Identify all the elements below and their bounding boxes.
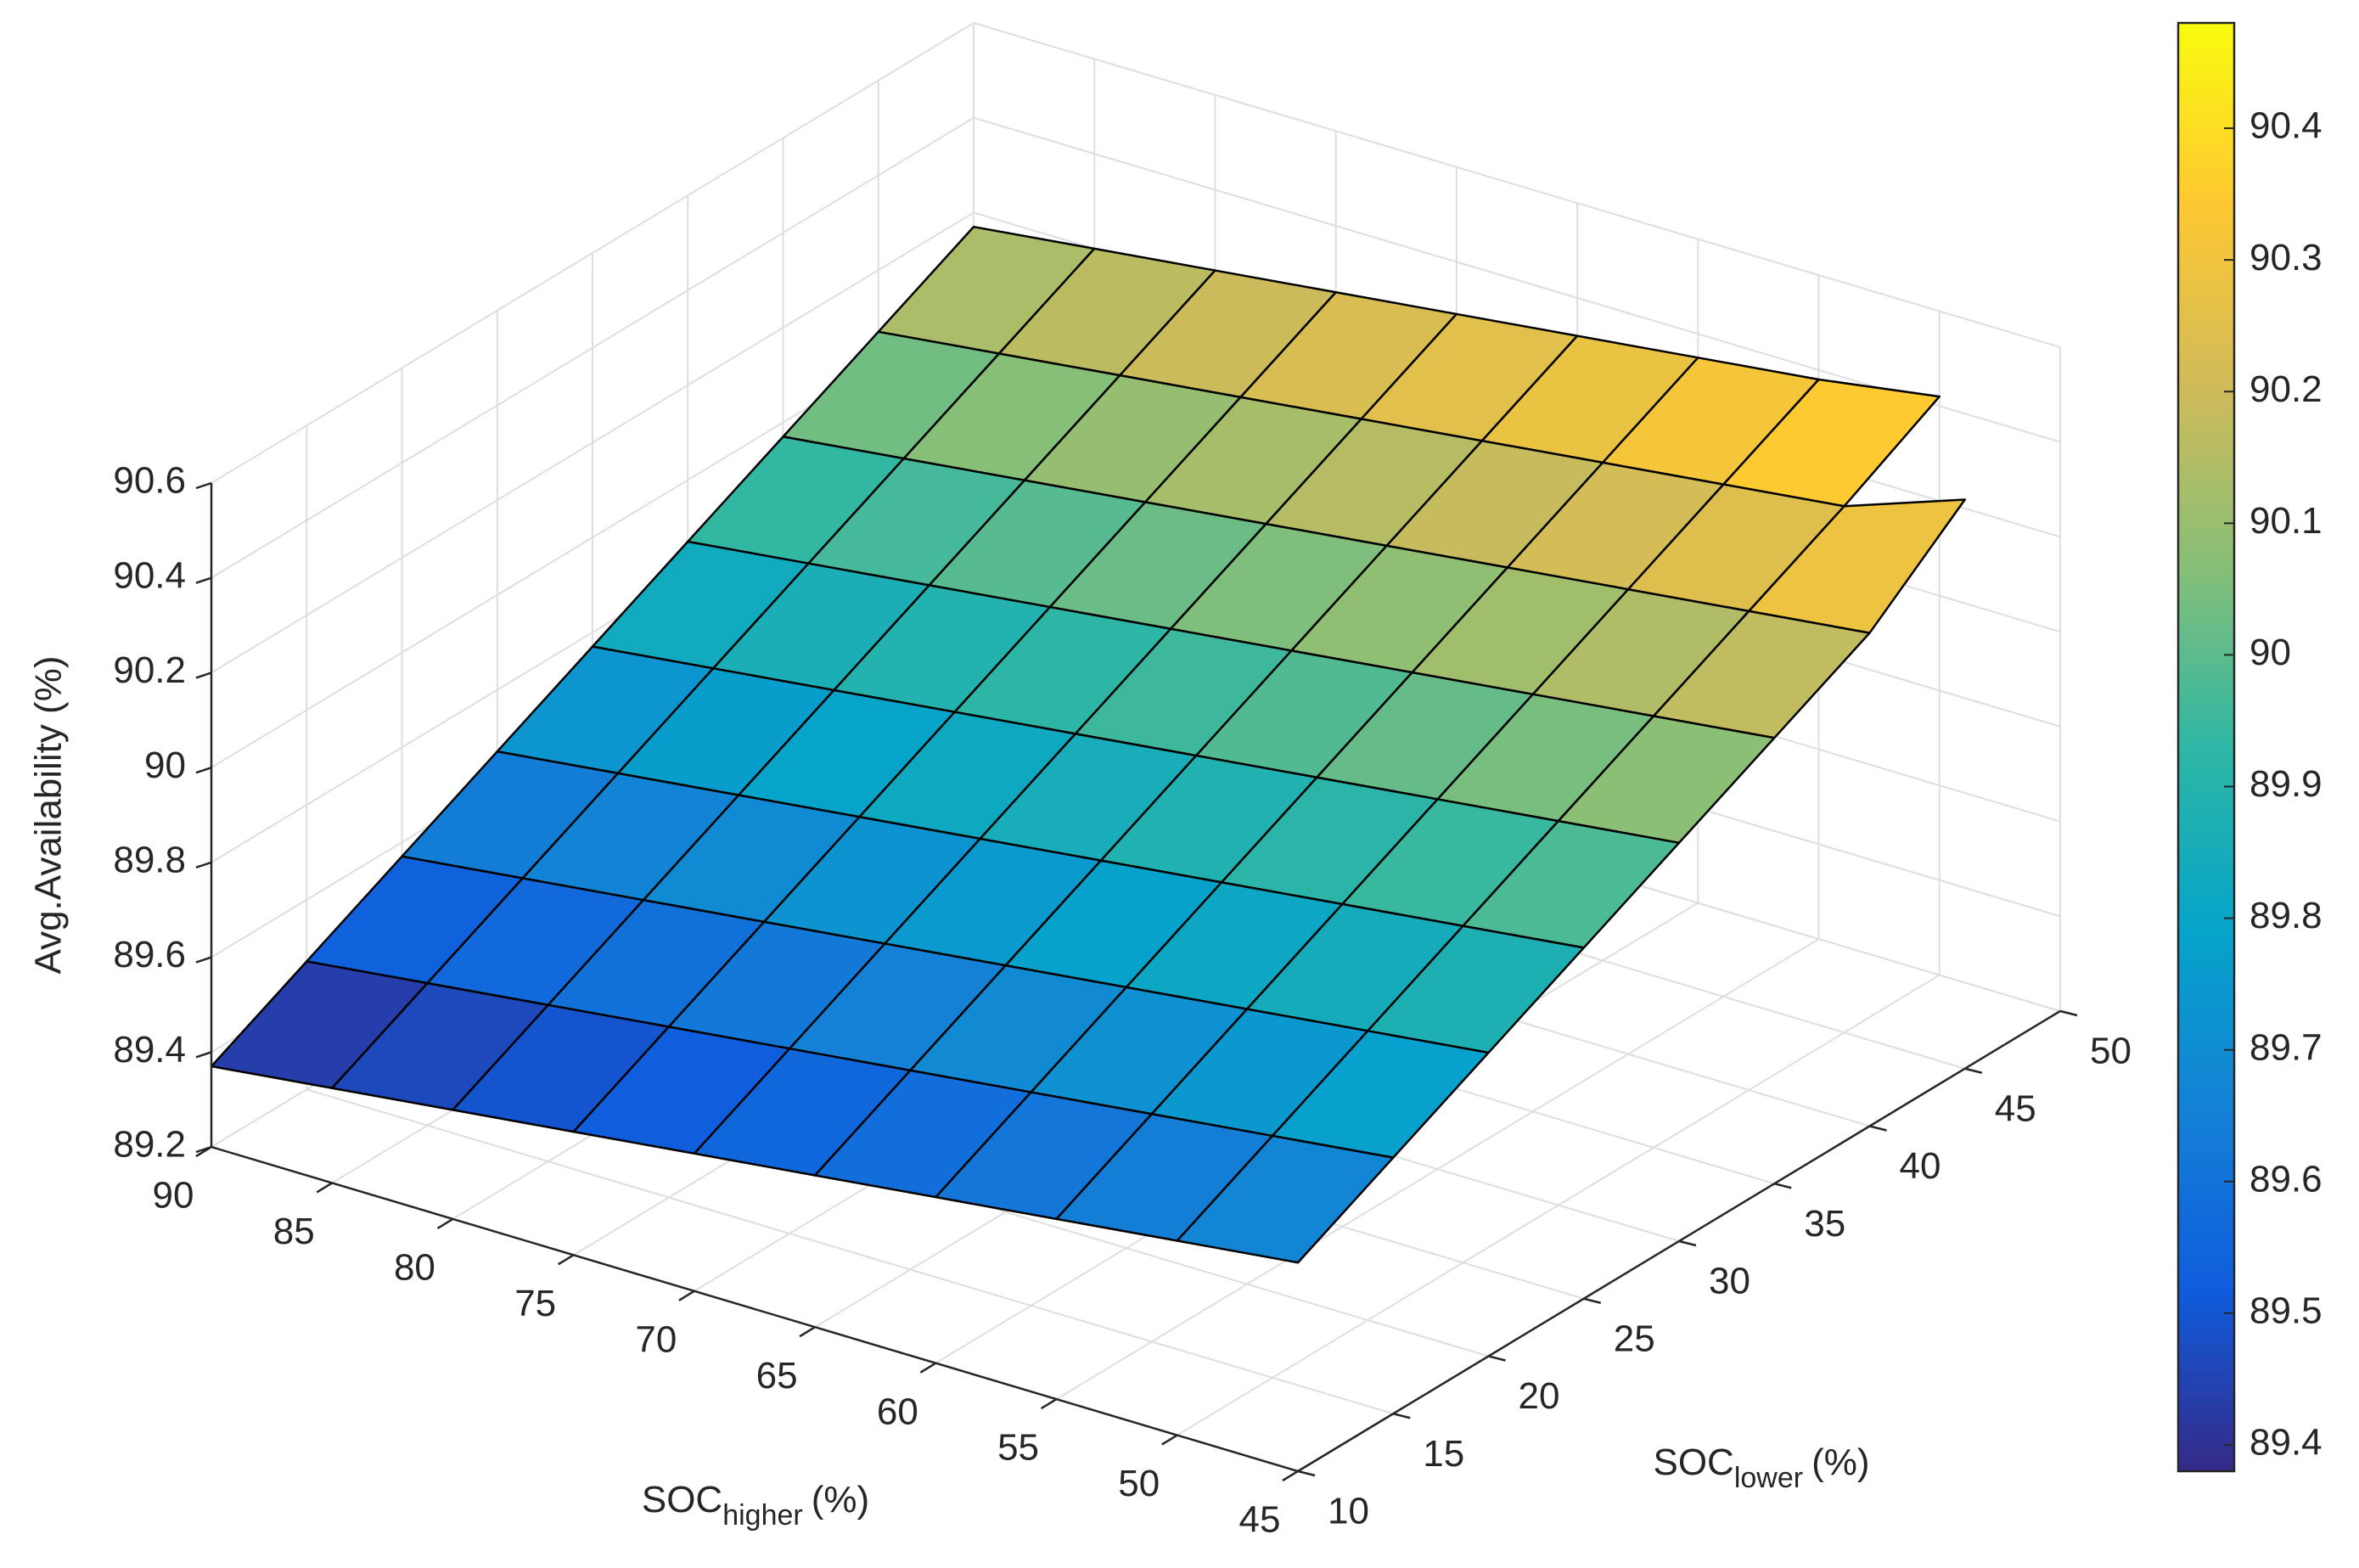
x-tick-label: 55 — [997, 1427, 1039, 1469]
x-tick-label: 60 — [877, 1391, 918, 1432]
y-tick-label: 25 — [1614, 1318, 1655, 1359]
x-tick — [799, 1326, 816, 1338]
x-tick-label: 90 — [153, 1175, 194, 1217]
z-tick — [195, 861, 212, 869]
colorbar-tick-label: 89.9 — [2249, 763, 2322, 805]
y-tick — [1583, 1297, 1602, 1304]
grid-line — [211, 211, 974, 674]
x-tick — [316, 1182, 333, 1194]
y-label-sub: lower — [1734, 1462, 1803, 1494]
y-tick — [1392, 1413, 1411, 1419]
colorbar-tick-label: 90.4 — [2249, 105, 2322, 147]
x-tick — [1161, 1434, 1178, 1446]
colorbar-tick-label: 90.2 — [2249, 368, 2322, 410]
x-label-unit: (%) — [812, 1479, 869, 1520]
z-tick — [195, 576, 212, 584]
y-tick — [1297, 1470, 1316, 1477]
surface — [210, 225, 1966, 1264]
x-tick-label: 75 — [514, 1283, 556, 1324]
x-label-base: SOC — [642, 1479, 722, 1520]
x-tick — [436, 1217, 454, 1229]
x-tick — [1282, 1470, 1299, 1482]
x-label-sub: higher — [722, 1499, 803, 1531]
x-tick — [919, 1362, 936, 1374]
grid-line — [211, 22, 974, 484]
axes: 89.2 89.4 89.6 89.8 90 90.2 90.4 90.6 45 50 55 60 65… — [113, 460, 2132, 1541]
x-tick — [558, 1254, 575, 1266]
colorbar-fill — [2176, 21, 2236, 1473]
colorbar-tick-label: 89.7 — [2249, 1026, 2322, 1068]
x-tick-label: 70 — [635, 1318, 677, 1360]
y-tick — [1964, 1067, 1983, 1074]
z-tick — [195, 1051, 212, 1059]
colorbar-tick-label: 90.3 — [2249, 237, 2322, 278]
z-tick-label: 89.8 — [113, 839, 186, 880]
z-tick — [195, 481, 212, 490]
z-tick-label: 89.4 — [113, 1029, 186, 1071]
y-label-unit: (%) — [1811, 1442, 1869, 1483]
colorbar-tick-label: 89.8 — [2249, 895, 2322, 936]
colorbar-tick-label: 90.1 — [2249, 500, 2322, 542]
z-tick — [195, 956, 212, 964]
y-tick-label: 30 — [1709, 1261, 1750, 1302]
z-tick-label: 89.2 — [113, 1124, 186, 1166]
colorbar-tick-label: 90 — [2249, 632, 2291, 673]
y-label-base: SOC — [1653, 1442, 1733, 1483]
y-tick — [2059, 1009, 2078, 1017]
x-tick — [195, 1145, 212, 1158]
x-axis-label: SOChigher (%) — [642, 1479, 869, 1531]
colorbar-tick-label: 89.6 — [2249, 1158, 2322, 1200]
grid-line — [973, 22, 2061, 348]
x-tick-label: 65 — [756, 1355, 798, 1397]
y-tick-label: 35 — [1804, 1203, 1845, 1245]
x-tick-label: 50 — [1118, 1463, 1160, 1504]
colorbar-tick-label: 89.5 — [2249, 1290, 2322, 1332]
x-tick-label: 45 — [1239, 1499, 1281, 1541]
y-tick-label: 20 — [1519, 1375, 1560, 1417]
colorbar: 89.4 89.5 89.6 89.7 89.8 89.9 90 90.1 90.2 90.3 90… — [2176, 21, 2322, 1473]
z-axis-label: Avg.Availability (%) — [28, 656, 70, 975]
grid-line — [211, 116, 974, 579]
y-tick-label: 50 — [2090, 1031, 2132, 1072]
z-tick-label: 90.4 — [113, 554, 186, 596]
y-tick-label: 40 — [1900, 1145, 1941, 1187]
y-tick — [1488, 1355, 1506, 1362]
x-tick-label: 85 — [273, 1211, 315, 1252]
z-tick — [195, 766, 212, 774]
x-axis — [211, 1145, 1299, 1473]
x-tick — [678, 1290, 695, 1301]
y-tick — [1773, 1183, 1792, 1189]
x-tick — [1040, 1398, 1058, 1410]
z-tick-label: 90.6 — [113, 460, 186, 502]
grid-line — [306, 1088, 1394, 1415]
y-tick — [1678, 1239, 1697, 1247]
z-tick-label: 89.6 — [113, 934, 186, 975]
x-tick-label: 80 — [394, 1247, 435, 1289]
y-tick-label: 15 — [1423, 1433, 1464, 1475]
y-axis-label: SOClower (%) — [1653, 1442, 1869, 1494]
y-tick-label: 10 — [1328, 1491, 1369, 1532]
z-tick-label: 90 — [144, 745, 186, 786]
surface-patch — [1176, 1134, 1395, 1264]
colorbar-tick-label: 89.4 — [2249, 1422, 2322, 1464]
z-tick-label: 90.2 — [113, 649, 186, 691]
y-tick — [1869, 1125, 1887, 1132]
z-tick — [195, 672, 212, 679]
y-tick-label: 45 — [1995, 1087, 2036, 1129]
